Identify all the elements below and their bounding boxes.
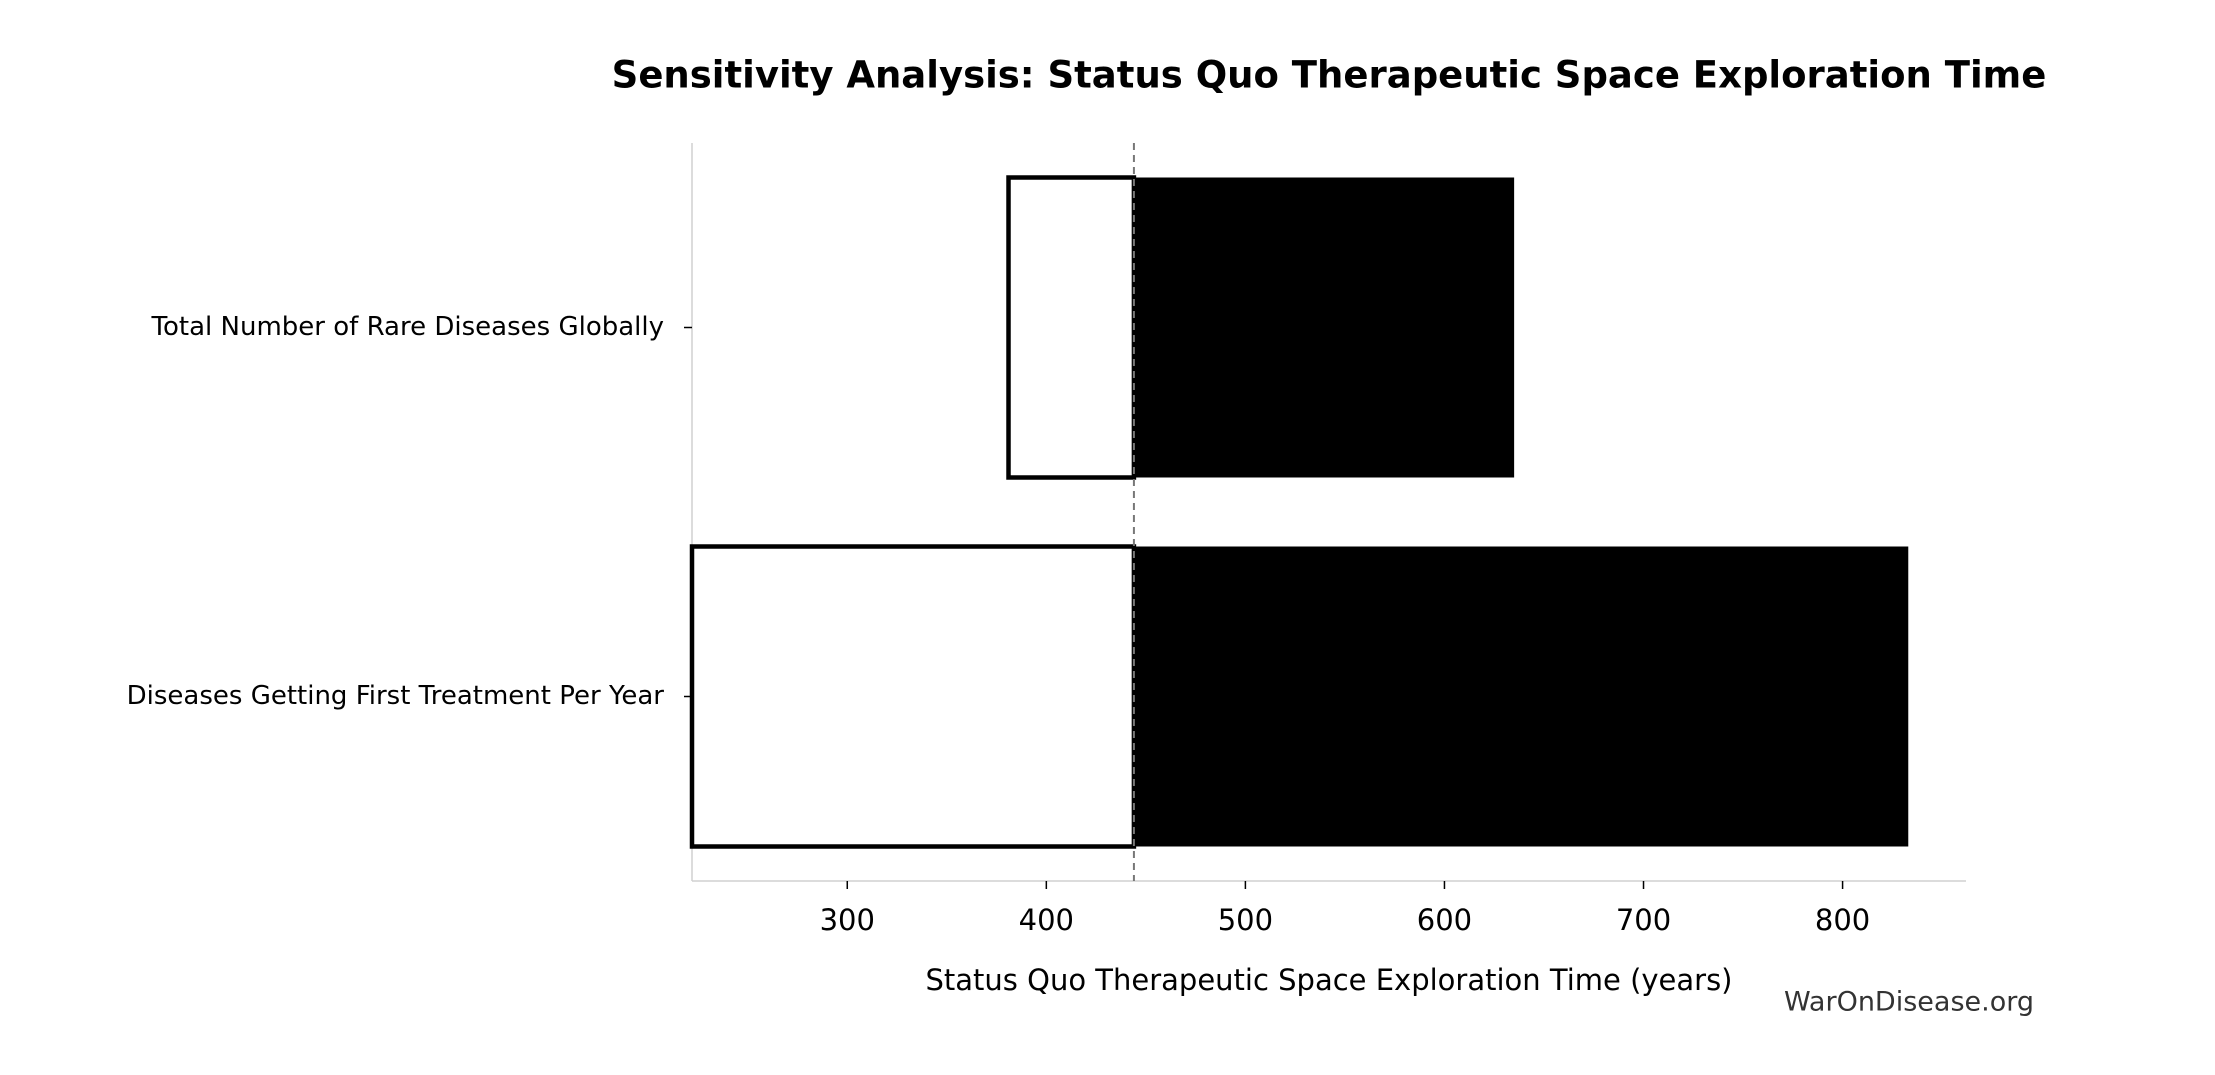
y-tick-label: Total Number of Rare Diseases Globally	[151, 312, 664, 342]
x-tick-label: 400	[1019, 903, 1074, 937]
x-tick-label: 600	[1417, 903, 1472, 937]
x-axis-label: Status Quo Therapeutic Space Exploration…	[925, 963, 1732, 997]
bar	[1133, 546, 1909, 847]
watermark: WarOnDisease.org	[1784, 987, 2034, 1018]
x-tick-label: 800	[1815, 903, 1870, 937]
y-tick-label: Diseases Getting First Treatment Per Yea…	[127, 681, 665, 711]
x-tick-label: 300	[820, 903, 875, 937]
bar	[689, 544, 1137, 849]
chart-title: Sensitivity Analysis: Status Quo Therape…	[612, 54, 2047, 97]
x-tick-label: 500	[1218, 903, 1273, 937]
bar	[1133, 177, 1515, 478]
x-tick-label: 700	[1616, 903, 1671, 937]
bar	[1006, 175, 1137, 480]
